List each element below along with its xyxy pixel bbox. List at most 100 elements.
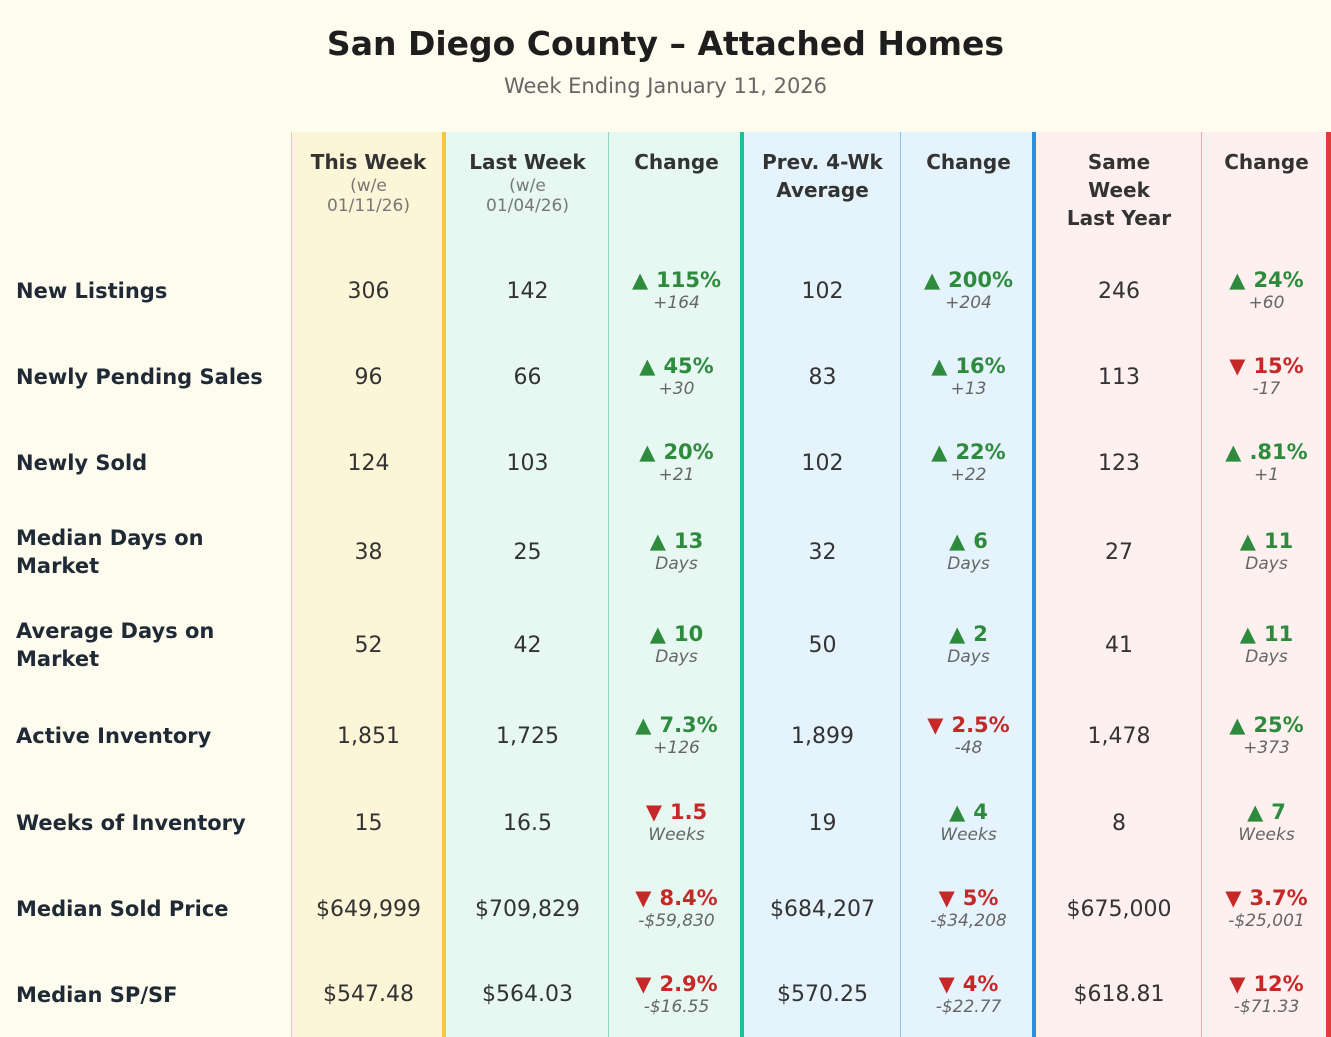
change-arrow: ▲ [631,268,649,292]
change-value: ▲ 45% [639,354,713,378]
column-background [1202,132,1331,1037]
change-detail: Days [1245,554,1288,574]
change-percent: 13 [673,529,704,553]
column-header: Same Week Last Year [1036,148,1202,232]
cell: 25 [446,506,609,598]
change-detail: -$25,001 [1228,911,1305,931]
change-arrow: ▲ [931,354,948,378]
cell-value: $649,999 [316,896,421,922]
cell: ▼ 2.9% -$16.55 [609,952,744,1037]
cell: ▲ 11 Days [1202,506,1331,598]
cell-value: $564.03 [482,982,573,1007]
cell-value: 15 [354,810,383,836]
column-header-sub: (w/e 01/04/26) [486,176,569,216]
change-percent: 6 [973,529,988,553]
cell-value: 83 [808,364,837,390]
cell: ▲ 6 Days [901,506,1036,598]
cell: ▲ 10 Days [609,598,744,692]
change-percent: 12% [1253,971,1304,996]
change-value: ▼ 4% [939,972,999,996]
column-header-label: Same Week Last Year [1066,150,1172,230]
cell: ▼ 12% -$71.33 [1202,952,1331,1037]
cell: 113 [1036,334,1202,420]
change-value: ▼ 2.5% [927,713,1009,737]
cell: 27 [1036,506,1202,598]
cell: 102 [744,420,901,506]
change-percent: 24% [1253,268,1304,292]
change-percent: 11 [1263,529,1294,553]
cell: ▼ 2.5% -48 [901,692,1036,780]
cell: 32 [744,506,901,598]
cell: 246 [1036,248,1202,334]
cell-value: 96 [354,364,383,390]
cell-value: 42 [513,632,542,658]
cell: ▼ 15% -17 [1202,334,1331,420]
cell-value: 306 [347,278,390,304]
cell: 1,725 [446,692,609,780]
row-label: Average Days on Market [16,619,215,671]
cell-value: 142 [506,278,549,304]
column-background [901,132,1036,1037]
row-label: Active Inventory [16,724,212,748]
cell: 306 [291,248,446,334]
cell: 1,851 [291,692,446,780]
column-header: Last Week (w/e 01/04/26) [446,148,609,216]
change-arrow: ▲ [949,622,966,646]
change-detail: -$59,830 [638,911,715,931]
change-value: ▲ 2 [949,622,988,646]
column-header: Change [1202,148,1331,176]
change-detail: -17 [1252,379,1281,399]
change-percent: 3.7% [1249,886,1308,910]
change-percent: 2.9% [659,971,718,996]
cell: $618.81 [1036,952,1202,1037]
change-value: ▲ 7.3% [635,713,717,737]
cell: 16.5 [446,780,609,866]
cell: $649,999 [291,866,446,952]
column-header: Change [609,148,744,176]
cell: $675,000 [1036,866,1202,952]
change-detail: -$22.77 [935,996,1002,1017]
cell: 1,478 [1036,692,1202,780]
change-arrow: ▲ [639,440,656,464]
cell-value: 19 [808,810,837,836]
change-value: ▲ 22% [931,440,1005,464]
change-detail: Weeks [1238,825,1295,845]
cell-value: 52 [354,632,383,658]
column-header-label: Last Week [469,150,586,174]
cell: ▼ 5% -$34,208 [901,866,1036,952]
cell: ▲ 25% +373 [1202,692,1331,780]
cell-value: $684,207 [770,896,875,922]
cell-value: 50 [808,632,837,658]
cell-value: 8 [1112,810,1126,836]
change-value: ▲ 25% [1229,713,1303,737]
change-arrow: ▼ [1229,354,1246,378]
cell-value: 27 [1105,539,1133,565]
cell-value: 124 [347,450,390,476]
change-percent: 16% [955,354,1006,378]
change-percent: 7.3% [659,713,718,737]
cell: ▲ 7 Weeks [1202,780,1331,866]
change-percent: 1.5 [669,800,708,824]
cell-value: $709,829 [475,896,580,922]
change-arrow: ▲ [1225,440,1242,464]
change-arrow: ▼ [927,713,944,737]
change-arrow: ▲ [1239,622,1256,646]
column-header-label: Prev. 4-Wk Average [762,150,883,202]
column-header-label: This Week [310,150,427,174]
cell-value: 38 [354,539,383,565]
cell: ▼ 4% -$22.77 [901,952,1036,1037]
change-value: ▲ 7 [1247,800,1286,824]
column-background [291,132,446,1037]
cell-value: 1,851 [337,723,400,749]
change-arrow: ▼ [1225,886,1242,910]
column-background [609,132,744,1037]
cell: $564.03 [446,952,609,1037]
change-value: ▲ 11 [1240,529,1293,553]
cell: 83 [744,334,901,420]
change-percent: 11 [1263,622,1294,646]
change-percent: 5% [962,886,999,910]
cell: 1,899 [744,692,901,780]
cell: ▲ 200% +204 [901,248,1036,334]
change-value: ▲ 13 [650,529,703,553]
change-value: ▲ 11 [1240,622,1293,646]
